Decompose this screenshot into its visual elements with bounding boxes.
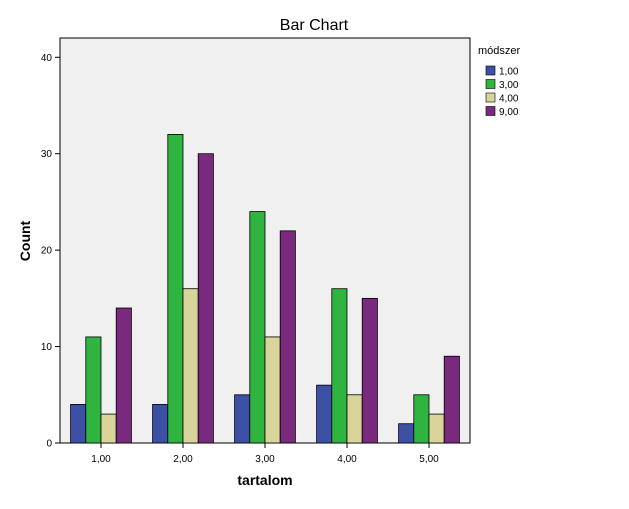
x-tick-label: 3,00 <box>255 454 275 465</box>
bar-2-00-series-1-00 <box>152 404 169 444</box>
legend-item-label: 1,00 <box>499 67 519 78</box>
bar-4-00-series-1-00 <box>316 384 333 444</box>
y-tick-label: 0 <box>46 439 52 450</box>
x-tick-label: 5,00 <box>419 454 439 465</box>
y-tick-label: 10 <box>41 342 53 353</box>
y-axis: 0 10 20 30 40 <box>41 53 60 450</box>
x-tick-label: 4,00 <box>337 454 357 465</box>
bar-3-00-series-3-00 <box>249 211 266 444</box>
legend-item-label: 3,00 <box>499 80 519 91</box>
bar-4-00-series-3-00 <box>331 288 348 444</box>
bar-2-00-series-3-00 <box>167 134 184 444</box>
legend-swatch <box>485 79 496 89</box>
bar-5-00-series-3-00 <box>413 394 430 444</box>
bar-3-00-series-9-00 <box>279 230 296 444</box>
bar-2-00-series-9-00 <box>197 153 214 444</box>
bars-group <box>70 134 460 444</box>
legend-swatch <box>485 106 496 116</box>
y-axis-label: Count <box>17 220 33 261</box>
bar-1-00-series-4-00 <box>100 413 117 444</box>
x-tick-label: 2,00 <box>173 454 193 465</box>
bar-5-00-series-9-00 <box>443 355 460 444</box>
legend-swatch <box>485 65 496 76</box>
x-axis-label: tartalom <box>237 472 292 488</box>
bar-1-00-series-9-00 <box>115 307 132 444</box>
bar-5-00-series-4-00 <box>428 413 445 444</box>
x-axis: 1,00 2,00 3,00 4,00 5,00 <box>91 443 439 465</box>
y-tick-label: 30 <box>41 149 53 160</box>
bar-1-00-series-1-00 <box>70 404 87 444</box>
bar-5-00-series-1-00 <box>398 423 415 444</box>
x-tick-label: 1,00 <box>91 454 111 465</box>
legend-item-label: 4,00 <box>499 94 519 105</box>
legend: módszer 1,00 3,00 4,00 9,00 <box>478 45 521 118</box>
bar-1-00-series-3-00 <box>85 336 102 444</box>
legend-swatch <box>485 92 496 103</box>
legend-title: módszer <box>478 45 521 57</box>
chart-title: Bar Chart <box>280 17 349 34</box>
bar-4-00-series-9-00 <box>361 297 378 444</box>
y-tick-label: 20 <box>41 246 53 257</box>
y-tick-label: 40 <box>41 53 53 64</box>
legend-item-label: 9,00 <box>499 107 519 118</box>
bar-4-00-series-4-00 <box>346 394 363 444</box>
bar-3-00-series-1-00 <box>234 394 251 444</box>
bar-3-00-series-4-00 <box>264 336 281 444</box>
bar-2-00-series-4-00 <box>182 288 199 444</box>
